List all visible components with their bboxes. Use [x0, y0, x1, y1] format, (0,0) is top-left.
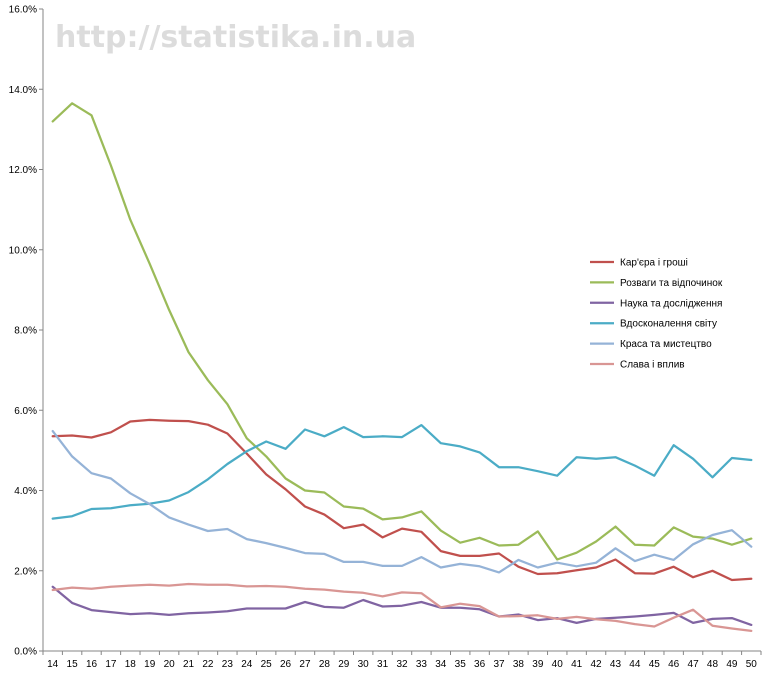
x-tick-label: 30 [358, 659, 370, 670]
legend: Кар'єра і гроші Розваги та відпочинок Наук… [590, 258, 723, 371]
y-tick-label: 12.0% [9, 165, 37, 176]
x-tick-label: 42 [590, 659, 602, 670]
x-tick-label: 15 [67, 659, 79, 670]
x-tick-label: 16 [86, 659, 98, 670]
legend-label: Розваги та відпочинок [620, 278, 723, 289]
x-tick-label: 28 [319, 659, 331, 670]
x-tick-label: 49 [726, 659, 738, 670]
x-tick-label: 32 [396, 659, 408, 670]
x-tick-label: 44 [629, 659, 641, 670]
y-tick-label: 16.0% [9, 5, 37, 16]
y-tick-label: 2.0% [14, 566, 37, 577]
x-tick-label: 50 [746, 659, 758, 670]
series-line-6 [51, 582, 753, 633]
legend-label: Наука та дослідження [620, 298, 722, 309]
y-tick-label: 8.0% [14, 326, 37, 337]
x-tick-label: 34 [435, 659, 447, 670]
x-tick-label: 31 [377, 659, 389, 670]
y-tick-label: 6.0% [14, 406, 37, 417]
x-tick-label: 43 [610, 659, 622, 670]
series-line-5 [51, 429, 753, 574]
x-tick-label: 21 [183, 659, 195, 670]
x-tick-label: 41 [571, 659, 583, 670]
watermark: http://statistika.in.ua [55, 20, 416, 55]
x-tick-label: 22 [202, 659, 214, 670]
y-tick-label: 14.0% [9, 85, 37, 96]
legend-label: Слава і вплив [620, 360, 685, 371]
series-layer [51, 102, 753, 633]
x-tick-label: 26 [280, 659, 292, 670]
x-tick-label: 36 [474, 659, 486, 670]
series-line-4 [51, 423, 753, 520]
x-tick-label: 38 [513, 659, 525, 670]
series-line-2 [51, 102, 753, 561]
x-tick-label: 40 [552, 659, 564, 670]
x-tick-label: 20 [164, 659, 176, 670]
legend-label: Краса та мистецтво [620, 339, 712, 350]
x-tick-label: 18 [125, 659, 137, 670]
x-tick-label: 35 [455, 659, 467, 670]
x-tick-label: 24 [241, 659, 253, 670]
x-tick-label: 17 [105, 659, 117, 670]
legend-label: Кар'єра і гроші [620, 258, 688, 269]
legend-label: Вдосконалення світу [620, 319, 717, 330]
x-tick-label: 48 [707, 659, 719, 670]
x-tick-label: 45 [649, 659, 661, 670]
y-tick-label: 0.0% [14, 647, 37, 658]
x-tick-label: 19 [144, 659, 156, 670]
x-tick-label: 47 [688, 659, 700, 670]
y-tick-label: 10.0% [9, 245, 37, 256]
x-tick-label: 33 [416, 659, 428, 670]
x-tick-label: 23 [222, 659, 234, 670]
x-tick-label: 37 [493, 659, 505, 670]
x-tick-label: 46 [668, 659, 680, 670]
y-tick-label: 4.0% [14, 486, 37, 497]
axes: 0.0% 2.0% 4.0% 6.0% 8.0% 10.0% 12.0% 14.0% 16.0%… [9, 5, 762, 670]
series-line-3 [51, 585, 753, 627]
x-tick-label: 14 [47, 659, 59, 670]
x-tick-label: 27 [299, 659, 311, 670]
x-tick-label: 25 [261, 659, 273, 670]
x-tick-label: 29 [338, 659, 350, 670]
series-line-1 [51, 418, 753, 582]
x-tick-label: 39 [532, 659, 544, 670]
